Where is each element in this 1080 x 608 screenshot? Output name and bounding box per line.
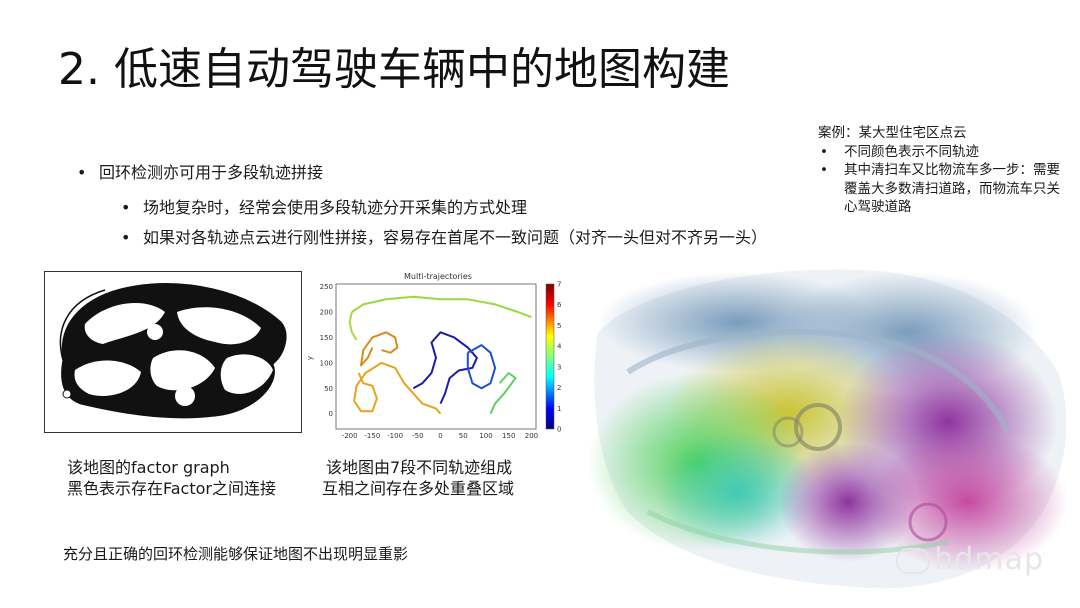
watermark-text: hdmap <box>934 542 1044 577</box>
x-tick-label: -50 <box>412 432 423 440</box>
bullet-sub-1: • 场地复杂时，经常会使用多段轨迹分开采集的方式处理 <box>121 197 527 219</box>
x-tick-label: -200 <box>342 432 358 440</box>
case-bullet: • <box>820 162 828 178</box>
point-cloud-map <box>588 262 1072 602</box>
x-tick-label: -150 <box>364 432 380 440</box>
colorbar-tick-label: 4 <box>557 343 562 351</box>
watermark: hdmap <box>896 542 1044 577</box>
colorbar-tick-label: 6 <box>557 301 562 309</box>
trajectory-line-7 <box>489 372 517 415</box>
factor-caption-2: 黑色表示存在Factor之间连接 <box>67 479 276 498</box>
x-tick-label: 50 <box>459 432 468 440</box>
x-tick-label: 100 <box>479 432 492 440</box>
y-tick-label: 250 <box>320 283 333 291</box>
bullet-dot: • <box>121 228 131 247</box>
case-note-item-text: 不同颜色表示不同轨迹 <box>844 143 979 160</box>
y-axis-label: y <box>306 356 314 360</box>
bullet-sub-1-text: 场地复杂时，经常会使用多段轨迹分开采集的方式处理 <box>143 198 528 217</box>
chart-axes: -200 -150 -100 -50 0 50 100 150 200 0 50 100 150 200 2… <box>320 283 539 440</box>
trajectory-caption-1: 该地图由7段不同轨迹组成 <box>326 458 513 477</box>
bullet-main-text: 回环检测亦可用于多段轨迹拼接 <box>99 163 324 182</box>
y-tick-label: 150 <box>320 334 333 342</box>
bullet-sub-2-text: 如果对各轨迹点云进行刚性拼接，容易存在首尾不一致问题（对齐一头但对不齐另一头） <box>143 228 768 247</box>
trajectory-line-2 <box>466 344 497 390</box>
colorbar-tick-label: 7 <box>557 281 561 289</box>
bullet-main: • 回环检测亦可用于多段轨迹拼接 <box>77 162 323 184</box>
colorbar <box>545 283 555 430</box>
x-tick-label: 200 <box>525 432 538 440</box>
x-tick-label: 0 <box>438 432 442 440</box>
bullet-dot: • <box>77 163 87 182</box>
factor-caption-1: 该地图的factor graph <box>67 458 230 477</box>
trajectory-caption-2: 互相之间存在多处重叠区域 <box>322 479 515 498</box>
colorbar-tick-label: 2 <box>557 384 561 392</box>
colorbar-tick-label: 3 <box>557 363 561 371</box>
case-note: 案例：某大型住宅区点云 • 不同颜色表示不同轨迹 • 其中清扫车又比物流车多一步… <box>818 124 1068 217</box>
colorbar-ticks: 0 1 2 3 4 5 6 7 <box>557 281 562 434</box>
factor-graph-drawing <box>59 283 287 419</box>
factor-graph-image <box>44 271 302 433</box>
x-tick-label: 150 <box>502 432 515 440</box>
x-tick-label: -100 <box>387 432 403 440</box>
y-tick-label: 200 <box>320 308 333 316</box>
watermark-icon <box>896 547 931 574</box>
y-tick-label: 0 <box>329 410 333 418</box>
trajectory-lines <box>348 295 532 415</box>
conclusion-text: 充分且正确的回环检测能够保证地图不出现明显重影 <box>63 545 409 563</box>
trajectory-chart-svg: Multi-trajectories y -200 -150 -100 -50 0 50 1… <box>306 272 562 440</box>
trajectory-line-4 <box>360 331 399 367</box>
y-tick-label: 100 <box>320 359 333 367</box>
y-tick-label: 50 <box>324 385 333 393</box>
case-note-title: 案例：某大型住宅区点云 <box>818 125 967 141</box>
trajectory-chart: Multi-trajectories y -200 -150 -100 -50 0 50 1… <box>306 268 574 444</box>
case-note-item: • 其中清扫车又比物流车多一步：需要覆盖大多数清扫道路，而物流车只关心驾驶道路 <box>818 161 1068 217</box>
case-note-item-text: 其中清扫车又比物流车多一步：需要覆盖大多数清扫道路，而物流车只关心驾驶道路 <box>844 162 1060 215</box>
case-bullet: • <box>820 143 828 160</box>
colorbar-tick-label: 0 <box>557 426 561 434</box>
slide-title: 2. 低速自动驾驶车辆中的地图构建 <box>58 44 730 95</box>
chart-title: Multi-trajectories <box>404 272 472 281</box>
bullet-sub-2: • 如果对各轨迹点云进行刚性拼接，容易存在首尾不一致问题（对齐一头但对不齐另一头） <box>121 227 767 249</box>
trajectory-line-6 <box>348 311 358 341</box>
trajectory-line-1 <box>412 331 478 405</box>
colorbar-tick-label: 1 <box>557 405 561 413</box>
trajectory-line-3 <box>353 361 442 415</box>
point-cloud-drawing <box>588 269 1068 589</box>
case-note-item: • 不同颜色表示不同轨迹 <box>818 143 1068 162</box>
colorbar-tick-label: 5 <box>557 322 561 330</box>
bullet-dot: • <box>121 198 131 217</box>
trajectory-line-5 <box>351 295 532 319</box>
